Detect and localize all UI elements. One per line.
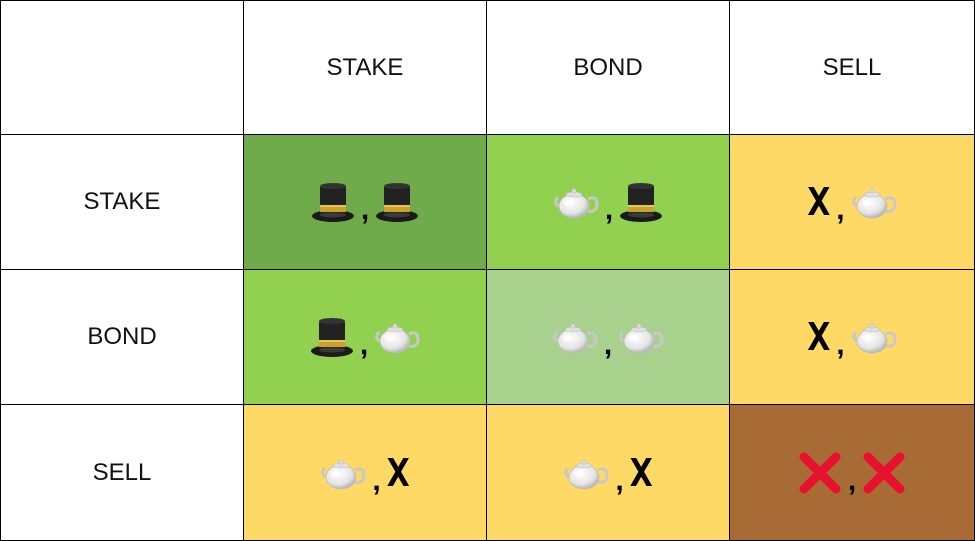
top-hat-icon bbox=[375, 180, 419, 224]
payoff-pair: ,X bbox=[563, 450, 653, 497]
payoff-cell-bond-stake: , bbox=[244, 270, 487, 405]
comma-separator: , bbox=[836, 328, 845, 361]
comma-separator: , bbox=[603, 328, 613, 361]
teapot-icon bbox=[552, 318, 598, 356]
x-mark-text: X bbox=[386, 450, 410, 495]
teapot-icon bbox=[851, 183, 897, 221]
payoff-cell-sell-bond: ,X bbox=[487, 405, 730, 541]
col-header-stake: STAKE bbox=[244, 0, 487, 135]
comma-separator: , bbox=[372, 463, 381, 497]
payoff-pair: X, bbox=[807, 180, 897, 226]
payoff-pair: X, bbox=[807, 315, 897, 361]
payoff-cell-bond-bond: , bbox=[487, 270, 730, 405]
x-mark-text: X bbox=[807, 315, 831, 359]
payoff-pair: ,X bbox=[320, 450, 410, 497]
payoff-cell-stake-stake: , bbox=[244, 135, 487, 270]
row-header-bond: BOND bbox=[0, 270, 244, 405]
x-mark-text: X bbox=[807, 180, 831, 224]
comma-separator: , bbox=[360, 193, 370, 226]
comma-separator: , bbox=[847, 463, 857, 497]
teapot-icon bbox=[563, 454, 609, 492]
red-cross-icon bbox=[862, 451, 906, 495]
payoff-pair: , bbox=[311, 180, 419, 226]
teapot-icon bbox=[553, 183, 599, 221]
teapot-icon bbox=[851, 318, 897, 356]
top-hat-icon bbox=[619, 180, 663, 224]
teapot-icon bbox=[374, 318, 420, 356]
top-hat-icon bbox=[310, 315, 354, 359]
payoff-cell-stake-sell: X, bbox=[730, 135, 975, 270]
payoff-cell-sell-sell: , bbox=[730, 405, 975, 541]
col-header-sell: SELL bbox=[730, 0, 975, 135]
payoff-pair: , bbox=[552, 318, 664, 361]
comma-separator: , bbox=[604, 193, 614, 226]
teapot-icon bbox=[320, 454, 366, 492]
comma-separator: , bbox=[615, 463, 624, 497]
top-hat-icon bbox=[311, 180, 355, 224]
teapot-icon bbox=[618, 318, 664, 356]
col-header-bond: BOND bbox=[487, 0, 730, 135]
payoff-cell-sell-stake: ,X bbox=[244, 405, 487, 541]
comma-separator: , bbox=[836, 193, 845, 226]
payoff-pair: , bbox=[310, 315, 420, 361]
red-cross-icon bbox=[798, 451, 842, 495]
corner-cell bbox=[0, 0, 244, 135]
comma-separator: , bbox=[359, 328, 369, 361]
payoff-pair: , bbox=[798, 451, 906, 497]
payoff-cell-stake-bond: , bbox=[487, 135, 730, 270]
row-header-sell: SELL bbox=[0, 405, 244, 541]
row-header-stake: STAKE bbox=[0, 135, 244, 270]
x-mark-text: X bbox=[629, 450, 653, 495]
payoff-cell-bond-sell: X, bbox=[730, 270, 975, 405]
payoff-pair: , bbox=[553, 180, 663, 226]
